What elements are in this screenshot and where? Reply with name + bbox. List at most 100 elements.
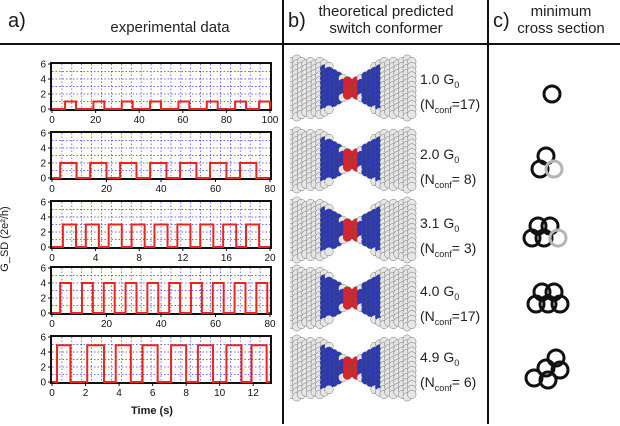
cross-section-ring	[550, 294, 570, 314]
ytick-label-4-6: 6	[40, 264, 46, 275]
row-label-5: 4.9 G0 (Nconf= 6)	[420, 348, 476, 398]
nconf-open-3: (N	[420, 239, 435, 256]
xtick-label-5-4: 4	[116, 388, 122, 399]
conductance-2: 2.0 G	[420, 146, 455, 162]
cross-section-ring	[534, 228, 554, 248]
nconf-sub-4: conf	[434, 316, 452, 327]
column-divider-2	[487, 0, 489, 424]
x-axis-label: Time (s)	[131, 405, 173, 417]
chart-3: 0 2 4 6 0 4 8 12 16 20	[40, 198, 276, 265]
conductance-5-sub: 0	[454, 357, 460, 368]
cross-section-ring	[538, 294, 558, 314]
panel-a-title: experimental data	[110, 19, 230, 36]
nconf-close-3: = 3)	[451, 239, 477, 256]
signal-trace-5	[52, 344, 270, 383]
xtick-label-4-80: 80	[264, 319, 276, 330]
cross-section-1	[542, 84, 562, 104]
cross-section-ring	[524, 368, 544, 388]
xtick-label-5-10: 10	[214, 388, 226, 399]
molecule-3	[290, 196, 417, 264]
conductance-4: 4.0 G	[420, 283, 455, 299]
nconf-sub-5: conf	[434, 382, 452, 393]
xtick-label-3-4: 4	[93, 253, 99, 264]
nconf-sub-1: conf	[434, 104, 452, 115]
xtick-label-2-0: 0	[49, 184, 55, 195]
atom	[324, 385, 334, 395]
xtick-label-3-8: 8	[136, 253, 142, 264]
xtick-label-5-0: 0	[49, 388, 55, 399]
xtick-label-5-6: 6	[150, 388, 156, 399]
xtick-label-3-20: 20	[264, 253, 276, 264]
xtick-label-1-80: 80	[221, 115, 233, 126]
conductance-5: 4.9 G	[420, 349, 455, 365]
conductance-3: 3.1 G	[420, 215, 455, 231]
nconf-open-1: (N	[420, 95, 435, 112]
cross-section-ring	[542, 84, 562, 104]
atom	[324, 247, 334, 257]
ytick-label-4-0: 0	[40, 309, 46, 320]
panel-a-label: a)	[8, 10, 26, 32]
xtick-label-5-8: 8	[183, 388, 189, 399]
row-label-1: 1.0 G0 (Nconf=17)	[420, 70, 480, 120]
plot-frame-3	[50, 200, 272, 249]
atom	[407, 251, 417, 261]
conductance-1: 1.0 G	[420, 71, 455, 87]
atom	[407, 109, 417, 119]
nconf-open-2: (N	[420, 170, 435, 187]
ytick-label-2-0: 0	[40, 174, 46, 185]
atom	[407, 389, 417, 399]
header-divider	[0, 43, 620, 45]
nconf-close-2: = 8)	[451, 170, 477, 187]
nconf-open-5: (N	[420, 373, 435, 390]
ytick-label-2-2: 2	[40, 159, 46, 170]
row-label-4: 4.0 G0 (Nconf=17)	[420, 282, 480, 332]
molecule-1	[290, 54, 417, 122]
ytick-label-4-2: 2	[40, 294, 46, 305]
xtick-label-1-60: 60	[177, 115, 189, 126]
cross-section-ring	[544, 159, 564, 179]
nconf-sub-3: conf	[434, 248, 452, 259]
xtick-label-4-60: 60	[210, 319, 222, 330]
nconf-close-5: = 6)	[451, 373, 477, 390]
molecule-4	[290, 264, 417, 332]
atom	[324, 315, 334, 325]
row-label-3: 3.1 G0 (Nconf= 3)	[420, 214, 476, 264]
panel-b-title-line1: theoretical predicted	[318, 3, 454, 20]
cross-section-ring	[536, 358, 556, 378]
cross-section-3	[522, 216, 568, 248]
molecule-2	[290, 126, 417, 194]
ytick-label-3-4: 4	[40, 213, 46, 224]
cross-section-diagrams	[522, 84, 570, 390]
cross-section-ring	[546, 348, 566, 368]
nconf-close-4: =17)	[451, 307, 481, 324]
signal-trace-1	[52, 100, 271, 110]
cross-section-5	[524, 348, 570, 390]
ytick-label-5-0: 0	[40, 378, 46, 389]
panel-c-label: c)	[493, 10, 510, 32]
panel-b-title-line2: switch conformer	[329, 20, 443, 37]
molecule-5	[290, 334, 417, 402]
conductance-3-sub: 0	[454, 223, 460, 234]
ytick-label-3-0: 0	[40, 243, 46, 254]
panel-c-title: minimum cross section	[505, 3, 617, 37]
signal-trace-2	[52, 162, 270, 179]
nconf-open-4: (N	[420, 307, 435, 324]
atom	[324, 177, 334, 187]
row-label-2: 2.0 G0 (Nconf= 8)	[420, 145, 476, 195]
ytick-label-5-2: 2	[40, 363, 46, 374]
conductance-1-sub: 0	[454, 79, 460, 90]
cross-section-ring	[550, 360, 570, 380]
panel-c-title-line2: cross section	[517, 20, 605, 37]
xtick-label-4-0: 0	[49, 319, 55, 330]
atom	[407, 181, 417, 191]
panel-b-title: theoretical predicted switch conformer	[300, 3, 472, 37]
ytick-label-1-0: 0	[40, 105, 46, 116]
ytick-label-3-2: 2	[40, 228, 46, 239]
ytick-label-3-6: 6	[40, 198, 46, 209]
cross-section-ring	[526, 294, 546, 314]
molecule-illustrations	[290, 54, 417, 402]
chart-5: 0 2 4 6 0 2 4 6 8 10 12	[40, 333, 270, 399]
